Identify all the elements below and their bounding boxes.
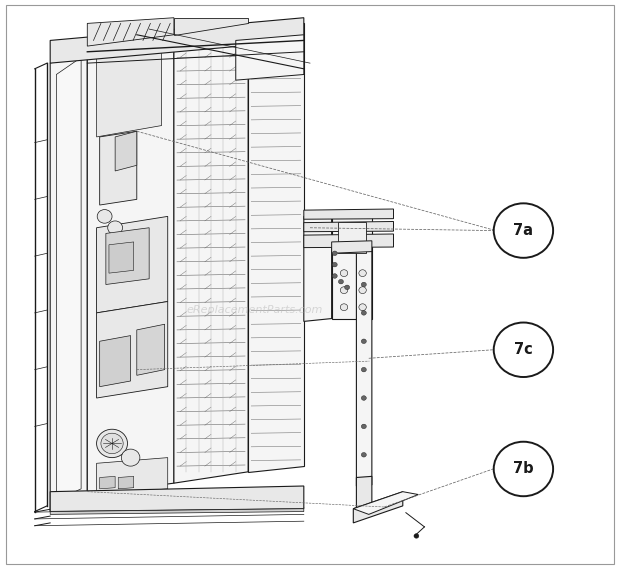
- Polygon shape: [100, 131, 137, 205]
- Polygon shape: [353, 492, 403, 523]
- Circle shape: [494, 203, 553, 258]
- Polygon shape: [304, 221, 394, 232]
- Polygon shape: [97, 216, 168, 313]
- Polygon shape: [106, 228, 149, 284]
- Circle shape: [494, 323, 553, 377]
- Circle shape: [339, 279, 343, 284]
- Polygon shape: [97, 302, 168, 398]
- Polygon shape: [332, 241, 372, 253]
- Polygon shape: [97, 46, 162, 137]
- Circle shape: [359, 270, 366, 277]
- Polygon shape: [100, 336, 131, 387]
- Polygon shape: [97, 457, 168, 494]
- Circle shape: [97, 429, 128, 457]
- Polygon shape: [174, 23, 248, 483]
- Polygon shape: [50, 18, 304, 63]
- Polygon shape: [50, 46, 87, 512]
- Circle shape: [340, 304, 348, 311]
- Polygon shape: [118, 476, 134, 489]
- Circle shape: [361, 424, 366, 428]
- Circle shape: [332, 274, 337, 278]
- Text: eReplacementParts.com: eReplacementParts.com: [186, 305, 322, 315]
- Polygon shape: [304, 209, 394, 219]
- Polygon shape: [100, 476, 115, 489]
- Polygon shape: [87, 18, 174, 46]
- Polygon shape: [332, 213, 372, 319]
- Circle shape: [361, 452, 366, 457]
- Circle shape: [97, 209, 112, 223]
- Circle shape: [414, 534, 419, 538]
- Circle shape: [332, 251, 337, 255]
- Polygon shape: [109, 242, 134, 273]
- Circle shape: [361, 282, 366, 287]
- Circle shape: [361, 396, 366, 401]
- Polygon shape: [304, 213, 332, 321]
- Text: 7c: 7c: [514, 343, 533, 357]
- Circle shape: [122, 449, 140, 466]
- Circle shape: [101, 433, 123, 453]
- Circle shape: [361, 368, 366, 372]
- Circle shape: [359, 304, 366, 311]
- Text: 7b: 7b: [513, 461, 534, 476]
- Polygon shape: [338, 222, 366, 253]
- Polygon shape: [248, 23, 304, 472]
- Polygon shape: [174, 18, 248, 35]
- Circle shape: [359, 287, 366, 294]
- Polygon shape: [356, 476, 372, 509]
- Polygon shape: [56, 57, 81, 500]
- Circle shape: [340, 287, 348, 294]
- Polygon shape: [87, 35, 174, 494]
- Polygon shape: [353, 492, 418, 514]
- Polygon shape: [356, 246, 372, 486]
- Circle shape: [494, 442, 553, 496]
- Circle shape: [361, 339, 366, 344]
- Polygon shape: [304, 234, 394, 248]
- Circle shape: [340, 270, 348, 277]
- Polygon shape: [50, 509, 304, 514]
- Text: 7a: 7a: [513, 223, 533, 238]
- Polygon shape: [137, 324, 165, 376]
- Circle shape: [332, 262, 337, 267]
- Polygon shape: [236, 35, 304, 80]
- Circle shape: [108, 221, 123, 234]
- Circle shape: [345, 285, 350, 290]
- Circle shape: [361, 311, 366, 315]
- Polygon shape: [50, 486, 304, 512]
- Polygon shape: [115, 131, 137, 171]
